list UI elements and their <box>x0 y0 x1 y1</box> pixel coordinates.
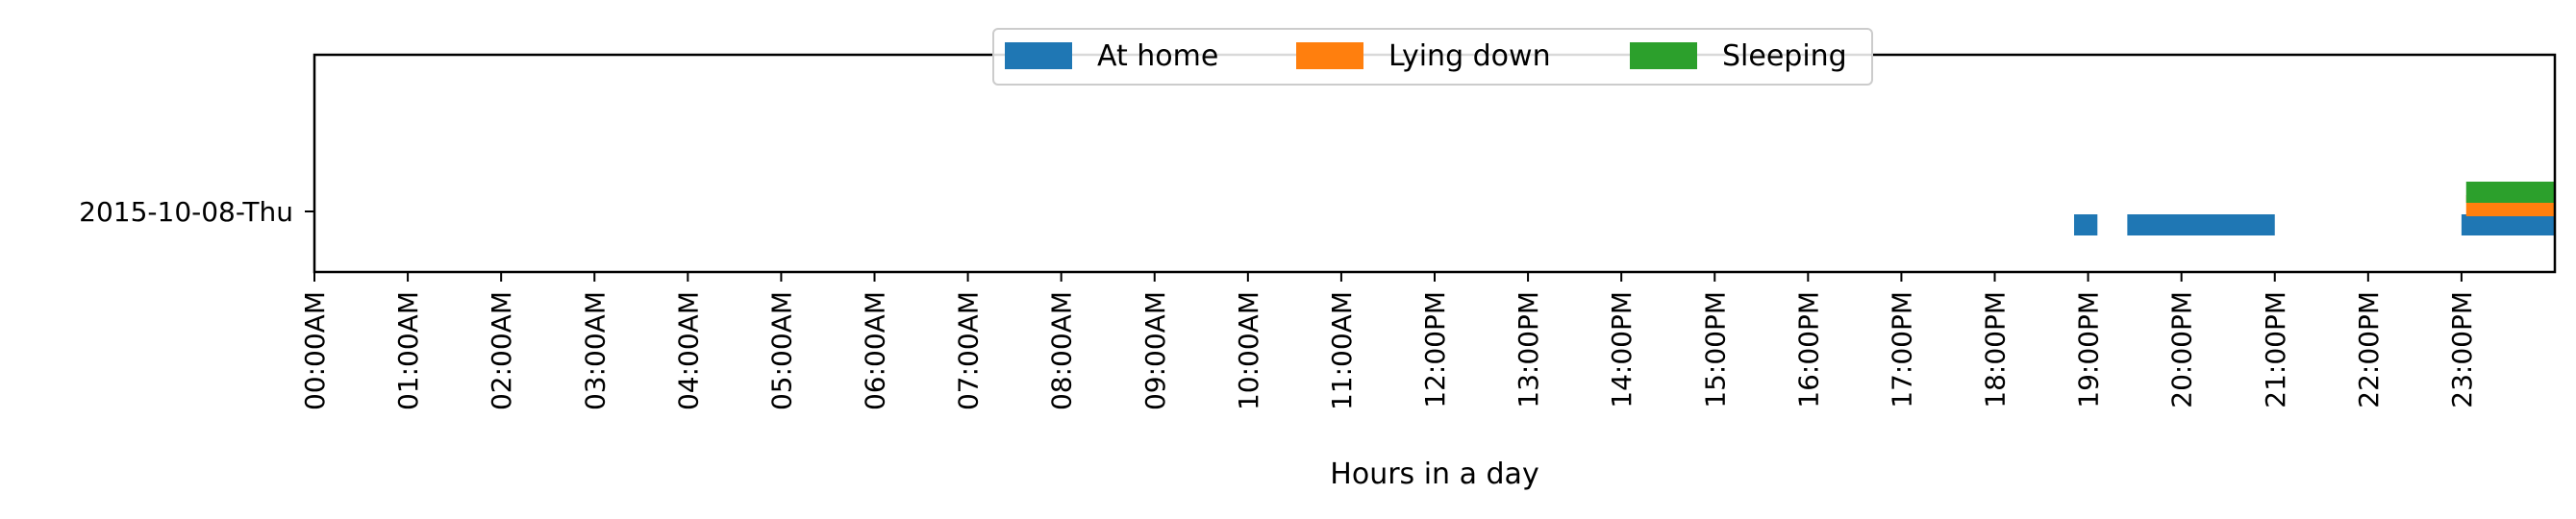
x-axis-label: Hours in a day <box>1330 457 1538 491</box>
x-tick-label: 08:00AM <box>1046 291 1078 410</box>
x-tick-label: 14:00PM <box>1606 291 1638 408</box>
x-tick-label: 19:00PM <box>2073 291 2105 408</box>
y-tick-label: 2015-10-08-Thu <box>79 196 293 228</box>
legend-label-at-home: At home <box>1097 39 1218 73</box>
x-tick-label: 12:00PM <box>1419 291 1451 408</box>
bar-at-home-0 <box>2074 214 2098 235</box>
x-tick-label: 04:00AM <box>672 291 704 410</box>
x-tick-label: 22:00PM <box>2353 291 2385 408</box>
legend-swatch-sleeping <box>1630 42 1697 69</box>
legend: At home Lying down Sleeping <box>992 28 1873 86</box>
x-tick-label: 09:00AM <box>1139 291 1171 410</box>
x-tick-label: 05:00AM <box>765 291 797 410</box>
x-axis: 00:00AM 01:00AM 02:00AM 03:00AM 04:00AM 05:00… <box>299 272 2478 410</box>
x-tick-label: 16:00PM <box>1792 291 1824 408</box>
interval-bars <box>2074 182 2555 235</box>
x-tick-label: 03:00AM <box>579 291 611 410</box>
plot-frame <box>313 53 2557 274</box>
legend-label-lying-down: Lying down <box>1388 39 1551 73</box>
x-tick-label: 18:00PM <box>1980 291 2012 408</box>
x-tick-label: 10:00AM <box>1233 291 1264 410</box>
x-tick-label: 15:00PM <box>1699 291 1731 408</box>
legend-swatch-lying-down <box>1296 42 1363 69</box>
legend-swatch-at-home <box>1005 42 1072 69</box>
x-tick-label: 07:00AM <box>953 291 985 410</box>
x-tick-label: 13:00PM <box>1513 291 1544 408</box>
bar-at-home-2 <box>2461 214 2555 235</box>
x-tick-label: 17:00PM <box>1886 291 1917 408</box>
bar-at-home-1 <box>2127 214 2275 235</box>
x-tick-label: 20:00PM <box>2166 291 2198 408</box>
bar-sleeping-0 <box>2465 182 2555 203</box>
x-tick-label: 21:00PM <box>2260 291 2291 408</box>
x-tick-label: 02:00AM <box>486 291 517 410</box>
x-tick-label: 11:00AM <box>1326 291 1358 410</box>
x-tick-label: 01:00AM <box>392 291 424 410</box>
legend-label-sleeping: Sleeping <box>1722 39 1847 73</box>
x-tick-label: 00:00AM <box>299 291 331 410</box>
x-tick-label: 06:00AM <box>860 291 891 410</box>
y-axis: 2015-10-08-Thu <box>79 196 314 228</box>
x-tick-label: 23:00PM <box>2446 291 2478 408</box>
